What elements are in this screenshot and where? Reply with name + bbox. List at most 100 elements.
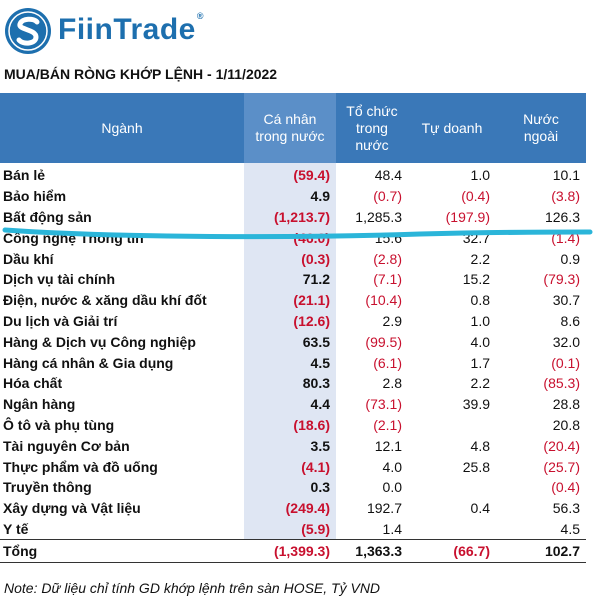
value-cell: (3.8) (551, 188, 580, 205)
value-cell: (0.3) (244, 248, 336, 269)
value-cell: 2.9 (382, 312, 402, 329)
value-cell: 56.3 (552, 500, 580, 517)
sector-name: Du lịch và Giải trí (3, 312, 118, 329)
table-row: Tài nguyên Cơ bản 3.5 12.1 4.8 (20.4) (0, 435, 586, 457)
net-trading-table: Ngành Cá nhân trong nước Tổ chức trong nước Tự… (0, 93, 586, 564)
table-row: Ngân hàng 4.4 (73.1) 39.9 28.8 (0, 393, 586, 415)
table-row: Thực phẩm và đồ uống (4.1) 4.0 25.8 (25.7) (0, 456, 586, 477)
table-row: Truyền thông 0.3 0.0 (0.4) (0, 476, 586, 498)
value-cell: 4.8 (470, 437, 490, 454)
value-cell: (5.9) (244, 518, 336, 540)
value-cell: 4.5 (244, 352, 336, 373)
sector-name: Y tế (3, 520, 29, 537)
sector-name: Thực phẩm và đồ uống (3, 458, 158, 475)
value-cell (408, 477, 496, 498)
table-row: Du lịch và Giải trí (12.6) 2.9 1.0 8.6 (0, 310, 586, 332)
table-row: Dầu khí (0.3) (2.8) 2.2 0.9 (0, 248, 586, 269)
value-cell: (20.4) (543, 437, 580, 454)
value-cell: 4.0 (470, 333, 490, 350)
table-row: Hóa chất 80.3 2.8 2.2 (85.3) (0, 372, 586, 394)
column-header-line: Nước (523, 111, 559, 127)
value-cell: (1.4) (551, 229, 580, 246)
value-cell: 0.0 (382, 479, 402, 496)
sector-name: Ngân hàng (3, 396, 76, 413)
sector-name: Hóa chất (3, 375, 63, 392)
column-header-line: Tổ chức (346, 102, 398, 119)
value-cell: 2.2 (470, 250, 490, 267)
trademark: ® (196, 11, 204, 21)
value-cell: 2.8 (382, 375, 402, 392)
value-cell: (7.1) (373, 271, 402, 288)
column-header-3: Tự doanh (408, 93, 496, 163)
value-cell: 0.4 (470, 500, 490, 517)
value-cell: 0.3 (244, 476, 336, 498)
data-table: Ngành Cá nhân trong nước Tổ chức trong nước Tự… (0, 93, 586, 564)
footnote: Note: Dữ liệu chỉ tính GD khớp lệnh trên… (4, 580, 381, 596)
value-cell: 32.7 (462, 229, 490, 246)
value-cell: 4.5 (560, 520, 580, 537)
value-cell: 192.7 (366, 500, 402, 517)
value-cell: 0.8 (470, 292, 490, 309)
sector-name: Xây dựng và Vật liệu (3, 500, 141, 517)
brand-name: FiinTrade® (58, 11, 204, 46)
value-cell: (73.1) (365, 396, 402, 413)
column-header-line: Ngành (101, 119, 143, 136)
sector-name: Hàng & Dịch vụ Công nghiệp (3, 333, 196, 350)
header-row: Ngành Cá nhân trong nước Tổ chức trong nước Tự… (0, 93, 586, 163)
table-row: Bán lẻ (59.4) 48.4 1.0 10.1 (0, 163, 586, 186)
value-cell: (12.6) (244, 310, 336, 332)
sector-name: Hàng cá nhân & Gia dụng (3, 354, 174, 371)
value-cell: 4.0 (382, 458, 402, 475)
table-row: Ô tô và phụ tùng (18.6) (2.1) 20.8 (0, 414, 586, 436)
value-cell: 25.8 (462, 458, 490, 475)
column-header-line: Tự doanh (421, 119, 483, 136)
header: FiinTrade® (0, 0, 600, 60)
value-cell: 1,363.3 (336, 539, 408, 564)
value-cell: 3.5 (244, 435, 336, 457)
value-cell: (59.4) (244, 163, 336, 186)
value-cell: 1.7 (470, 354, 490, 371)
sector-name: Điện, nước & xăng dầu khí đốt (3, 292, 207, 309)
column-header-line: trong (356, 119, 388, 136)
sector-name: Bán lẻ (3, 167, 46, 184)
value-cell: 71.2 (244, 268, 336, 290)
column-header-0: Ngành (0, 93, 244, 163)
table-header: Ngành Cá nhân trong nước Tổ chức trong nước Tự… (0, 93, 586, 163)
value-cell: (4.1) (244, 456, 336, 477)
value-cell: 1.0 (470, 167, 490, 184)
value-cell: 63.5 (244, 331, 336, 353)
value-cell: 126.3 (544, 208, 580, 225)
page-title: MUA/BÁN RÒNG KHỚP LỆNH - 1/11/2022 (4, 66, 278, 82)
value-cell: (0.7) (373, 188, 402, 205)
column-header-1: Cá nhân trong nước (244, 93, 336, 163)
value-cell: 4.9 (244, 185, 336, 207)
column-header-4: Nước ngoài (496, 93, 586, 163)
value-cell: (21.1) (244, 289, 336, 311)
sector-name: Tổng (0, 539, 244, 564)
table-row: Dịch vụ tài chính 71.2 (7.1) 15.2 (79.3) (0, 268, 586, 290)
sector-name: Truyền thông (3, 479, 92, 496)
sector-name: Bảo hiểm (3, 188, 67, 205)
table-row: Bảo hiểm 4.9 (0.7) (0.4) (3.8) (0, 185, 586, 207)
value-cell (408, 519, 496, 540)
value-cell: (18.6) (244, 414, 336, 436)
table-row: Y tế (5.9) 1.4 4.5 (0, 518, 586, 540)
value-cell: 39.9 (462, 396, 490, 413)
value-cell: 28.8 (552, 396, 580, 413)
value-cell: 8.6 (560, 312, 580, 329)
value-cell: (85.3) (543, 375, 580, 392)
value-cell: 102.7 (496, 539, 586, 564)
value-cell: (6.1) (373, 354, 402, 371)
value-cell: 30.7 (552, 292, 580, 309)
sector-name: Ô tô và phụ tùng (3, 416, 115, 433)
value-cell: 20.8 (552, 416, 580, 433)
column-header-line: trong nước (255, 128, 325, 144)
value-cell: 12.1 (374, 437, 402, 454)
value-cell: 1.0 (470, 312, 490, 329)
value-cell: (1,213.7) (244, 206, 336, 228)
value-cell: 1.4 (382, 520, 402, 537)
value-cell: (0.4) (461, 188, 490, 205)
value-cell: 15.6 (374, 229, 402, 246)
sector-name: Công nghệ Thông tin (3, 229, 144, 246)
sector-name: Dầu khí (3, 250, 54, 267)
